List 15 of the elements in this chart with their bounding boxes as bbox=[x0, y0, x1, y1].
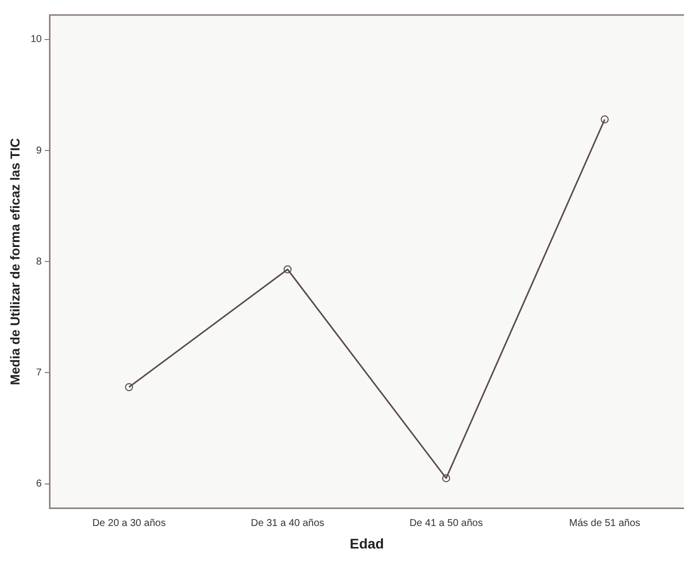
point bbox=[442, 474, 450, 482]
point bbox=[284, 265, 292, 274]
y-tick-label: 9 bbox=[36, 145, 42, 156]
point bbox=[600, 115, 609, 124]
x-tick-label: De 20 a 30 años bbox=[92, 518, 166, 529]
y-tick-label: 8 bbox=[36, 256, 42, 268]
x-tick-label: De 41 a 50 años bbox=[409, 518, 483, 529]
y-axis-title: Media de Utilizar de forma eficaz las TIC bbox=[7, 137, 22, 386]
y-tick-label: 10 bbox=[30, 34, 42, 46]
y-tick-label: 7 bbox=[36, 367, 42, 378]
y-tick-label: 6 bbox=[36, 478, 42, 490]
x-tick-label: Más de 51 años bbox=[569, 518, 640, 529]
x-axis-title: Edad bbox=[350, 535, 384, 552]
point bbox=[125, 383, 134, 392]
x-tick-label: De 31 a 40 años bbox=[250, 518, 324, 529]
